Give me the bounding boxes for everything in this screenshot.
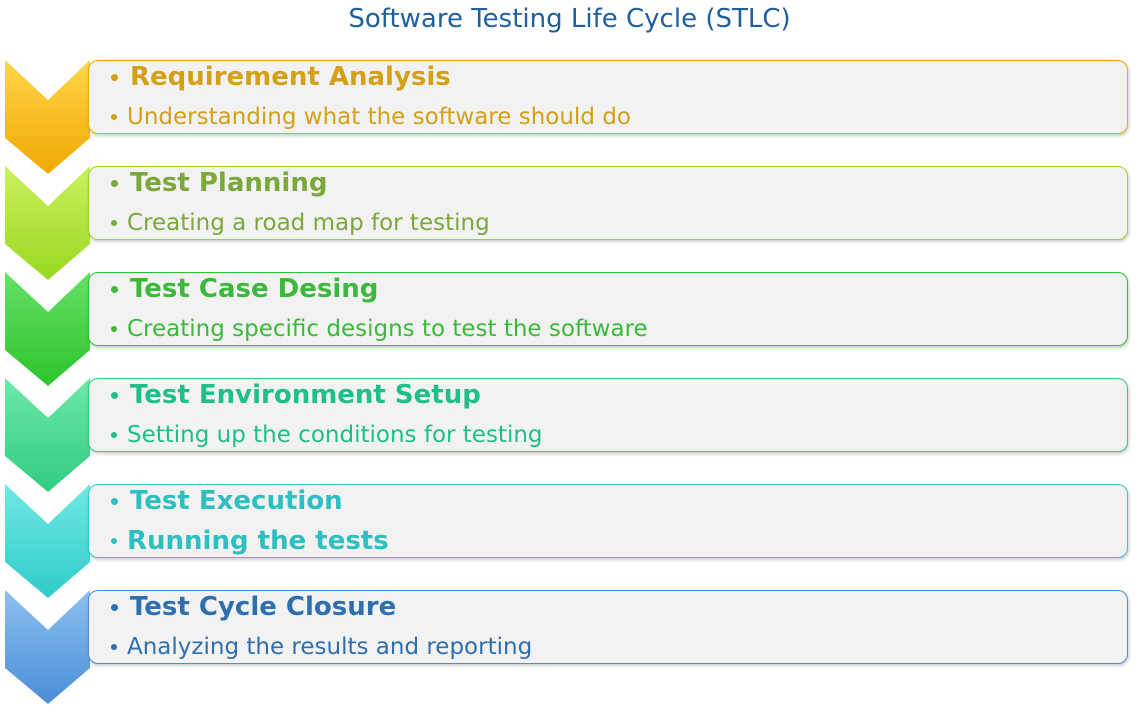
step-description-text: Analyzing the results and reporting: [127, 634, 533, 660]
step-box: Test Execution Running the tests: [88, 484, 1128, 558]
step-description: Running the tests: [111, 525, 389, 557]
step-title: Requirement Analysis: [111, 61, 451, 93]
bullet: [111, 497, 118, 505]
step-description-text: Setting up the conditions for testing: [127, 422, 543, 448]
bullet: [111, 326, 117, 332]
step-description-text: Creating specific designs to test the so…: [127, 316, 648, 342]
chevron: [5, 166, 90, 280]
step-title-text: Test Planning: [130, 168, 328, 198]
step-title-text: Test Execution: [130, 486, 343, 516]
step-title: Test Execution: [111, 485, 343, 517]
step-box: Test Planning Creating a road map for tes…: [88, 166, 1128, 240]
bullet: [111, 220, 117, 226]
step-description: Analyzing the results and reporting: [111, 631, 532, 663]
step-description: Setting up the conditions for testing: [111, 419, 543, 451]
bullet: [111, 603, 118, 611]
step-description: Creating a road map for testing: [111, 207, 490, 239]
bullet: [111, 644, 117, 650]
step-title-text: Test Environment Setup: [130, 380, 481, 410]
step-description-text: Running the tests: [127, 526, 389, 556]
step-title-text: Requirement Analysis: [130, 62, 451, 92]
chevron: [5, 590, 90, 704]
step-box: Requirement Analysis Understanding what t…: [88, 60, 1128, 134]
chevron: [5, 378, 90, 492]
step-description: Creating specific designs to test the so…: [111, 313, 648, 345]
chevron: [5, 60, 90, 174]
bullet: [111, 114, 117, 120]
bullet: [111, 73, 118, 81]
bullet: [111, 538, 117, 544]
step-box: Test Environment Setup Setting up the con…: [88, 378, 1128, 452]
step-description-text: Creating a road map for testing: [127, 210, 490, 236]
step-title: Test Environment Setup: [111, 379, 481, 411]
step-title-text: Test Cycle Closure: [130, 592, 397, 622]
step-title: Test Cycle Closure: [111, 591, 396, 623]
title: Software Testing Life Cycle (STLC): [348, 4, 791, 34]
step-box: Test Case Desing Creating specific design…: [88, 272, 1128, 346]
step-title: Test Planning: [111, 167, 327, 199]
bullet: [111, 179, 118, 187]
bullet: [111, 432, 117, 438]
chevron: [5, 272, 90, 386]
chevron: [5, 484, 90, 598]
step-description: Understanding what the software should d…: [111, 101, 631, 133]
bullet: [111, 285, 118, 293]
bullet: [111, 391, 118, 399]
step-description-text: Understanding what the software should d…: [127, 104, 631, 130]
step-title-text: Test Case Desing: [130, 274, 379, 304]
step-box: Test Cycle Closure Analyzing the results …: [88, 590, 1128, 664]
step-title: Test Case Desing: [111, 273, 378, 305]
